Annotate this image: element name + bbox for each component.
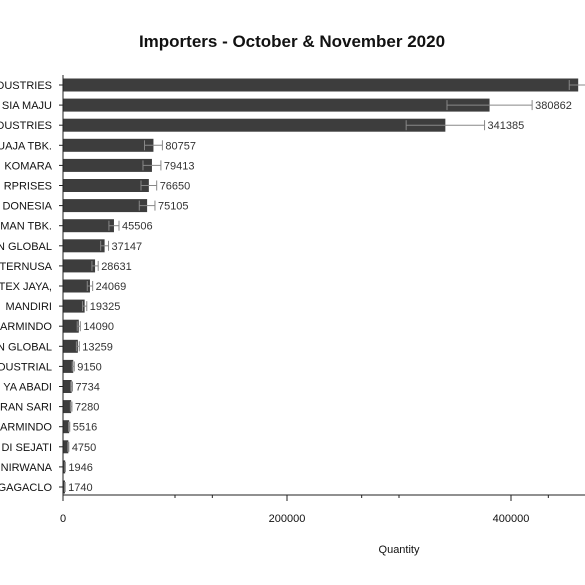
y-tick-label: SIA MAJU	[2, 100, 52, 112]
data-label: 75105	[158, 201, 189, 213]
y-tick-label: MAN TBK.	[0, 221, 52, 233]
bar	[63, 239, 105, 253]
bar	[63, 480, 65, 494]
bar	[63, 219, 114, 233]
y-tick-label: N GLOBAL	[0, 241, 52, 253]
bar	[63, 400, 72, 414]
y-tick-label: RPRISES	[4, 181, 52, 193]
data-label: 5516	[73, 422, 97, 434]
bar	[63, 420, 70, 434]
y-tick-label: KOMARA	[4, 160, 52, 172]
bar	[63, 319, 79, 333]
data-label: 79413	[164, 160, 195, 172]
bar	[63, 279, 90, 293]
bar	[63, 359, 74, 373]
y-tick-label: DI SEJATI	[1, 442, 52, 454]
data-label: 341385	[488, 120, 525, 132]
bar	[63, 339, 78, 353]
data-label: 28631	[101, 261, 132, 273]
data-label: 76650	[160, 181, 191, 193]
y-tick-label: ARMINDO	[0, 422, 52, 434]
y-tick-label: RAN SARI	[0, 402, 52, 414]
y-tick-label: TERNUSA	[0, 261, 53, 273]
bar	[63, 299, 85, 313]
data-label: 4750	[72, 442, 96, 454]
y-tick-label: TEX JAYA,	[0, 281, 52, 293]
x-tick-label: 400000	[493, 513, 530, 525]
x-axis-title: Quantity	[379, 544, 420, 556]
bar	[63, 158, 152, 172]
bar	[63, 440, 69, 454]
data-label: 7280	[75, 402, 99, 414]
y-axis: DUSTRIES SIA MAJU DUSTRIES UAJA TBK. KOMARA R…	[0, 75, 64, 495]
bar	[63, 118, 446, 132]
data-label: 1740	[68, 482, 92, 494]
data-label: 37147	[112, 241, 143, 253]
bar	[63, 380, 72, 393]
bar	[63, 138, 154, 152]
bar	[63, 199, 148, 213]
y-tick-label: DUSTRIES	[0, 120, 52, 132]
data-label: 19325	[90, 301, 121, 313]
bar	[63, 98, 490, 112]
y-tick-label: DUSTRIAL	[0, 361, 52, 373]
data-label: 80757	[165, 140, 196, 152]
data-label: 7734	[75, 382, 99, 394]
bar	[63, 460, 66, 474]
x-axis: 0 200000 400000	[60, 494, 585, 525]
data-label: 14090	[83, 321, 114, 333]
data-label: 1946	[68, 462, 92, 474]
data-label: 45506	[122, 221, 153, 233]
y-tick-label: GAGACLO	[0, 482, 52, 494]
data-label: 24069	[96, 281, 127, 293]
y-tick-label: DONESIA	[2, 201, 52, 213]
y-tick-label: UAJA TBK.	[0, 140, 52, 152]
bars-group: 380862 341385 80757 79413 76650 75105 45506 371…	[63, 78, 585, 494]
chart-title: Importers - October & November 2020	[139, 32, 445, 51]
bar	[63, 259, 96, 273]
y-tick-label: ARMINDO	[0, 321, 52, 333]
y-tick-label: YA ABADI	[3, 382, 52, 394]
y-tick-label: N GLOBAL	[0, 341, 52, 353]
y-tick-label: NIRWANA	[1, 462, 53, 474]
x-tick-label: 200000	[269, 513, 306, 525]
bar	[63, 78, 579, 92]
data-label: 380862	[535, 100, 572, 112]
bar	[63, 179, 149, 192]
data-label: 9150	[77, 361, 101, 373]
x-tick-label: 0	[60, 513, 66, 525]
data-label: 13259	[82, 341, 113, 353]
y-tick-label: MANDIRI	[6, 301, 52, 313]
y-tick-label: DUSTRIES	[0, 80, 52, 92]
